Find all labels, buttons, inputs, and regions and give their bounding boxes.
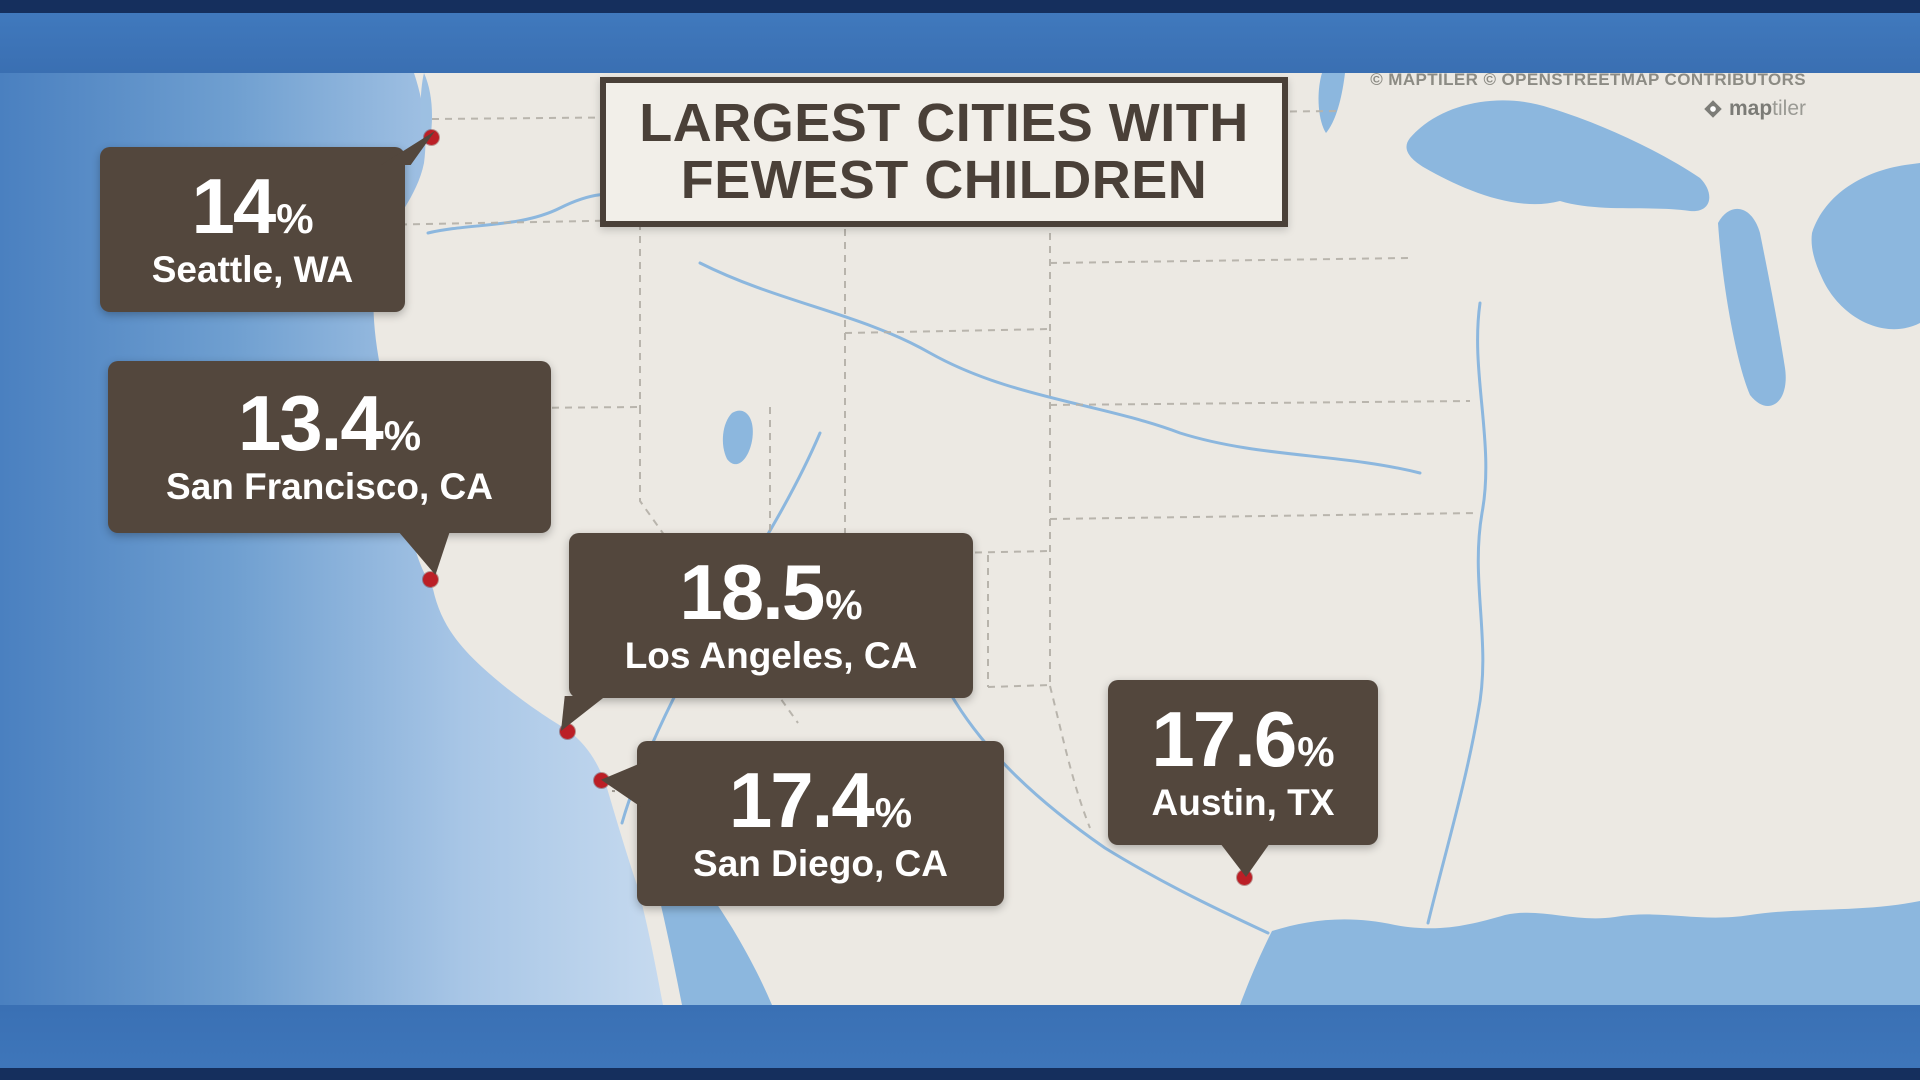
callout-city: Los Angeles, CA — [624, 634, 918, 676]
puget-sound — [420, 73, 432, 145]
callout-value: 18.5 — [679, 547, 825, 636]
top-blue-bar — [0, 13, 1920, 73]
great-lakes — [1318, 73, 1920, 407]
callout-san-diego: 17.4 % San Diego, CA — [601, 741, 1004, 906]
callout-value-row: 17.4 % — [728, 755, 913, 844]
callout-austin: 17.6 % Austin, TX — [1108, 680, 1378, 877]
title-line-1: LARGEST CITIES WITH — [639, 92, 1249, 153]
maptiler-logo-icon — [1703, 99, 1723, 119]
callout-value-row: 17.6 % — [1151, 694, 1335, 783]
callout-value-row: 18.5 % — [679, 547, 863, 636]
callout-value-row: 14 % — [191, 161, 314, 250]
callout-los-angeles: 18.5 % Los Angeles, CA — [561, 533, 973, 731]
callout-value: 17.4 — [728, 755, 875, 844]
maptiler-logo: maptiler — [1703, 98, 1806, 119]
callout-seattle: 14 % Seattle, WA — [100, 131, 435, 312]
bottom-navy-bar — [0, 1068, 1920, 1080]
callout-city: San Diego, CA — [693, 842, 948, 884]
callout-value-row: 13.4 % — [237, 379, 422, 468]
callout-city: San Francisco, CA — [166, 466, 493, 508]
title-box: LARGEST CITIES WITH FEWEST CHILDREN — [600, 77, 1288, 227]
callout-unit: % — [276, 194, 314, 242]
map-attribution-text: © MAPTILER © OPENSTREETMAP CONTRIBUTORS — [1370, 70, 1806, 89]
callout-city: Seattle, WA — [151, 248, 354, 290]
callout-value: 13.4 — [237, 379, 384, 468]
callout-city: Austin, TX — [1151, 781, 1335, 823]
callout-unit: % — [1297, 727, 1335, 775]
callout-value: 14 — [191, 161, 276, 250]
marker-seattle — [424, 130, 439, 145]
callout-san-francisco: 13.4 % San Francisco, CA — [108, 361, 551, 575]
marker-san-diego — [594, 773, 609, 788]
top-navy-bar — [0, 0, 1920, 13]
gulf-of-mexico — [1240, 901, 1920, 1005]
callout-unit: % — [825, 580, 863, 628]
maptiler-logo-text: maptiler — [1728, 97, 1806, 120]
callout-value: 17.6 — [1151, 694, 1297, 783]
callout-unit: % — [874, 788, 913, 836]
marker-san-francisco — [423, 572, 438, 587]
great-salt-lake — [722, 410, 753, 465]
bottom-blue-bar — [0, 1005, 1920, 1068]
title-line-2: FEWEST CHILDREN — [680, 150, 1208, 210]
callout-unit: % — [383, 412, 422, 460]
